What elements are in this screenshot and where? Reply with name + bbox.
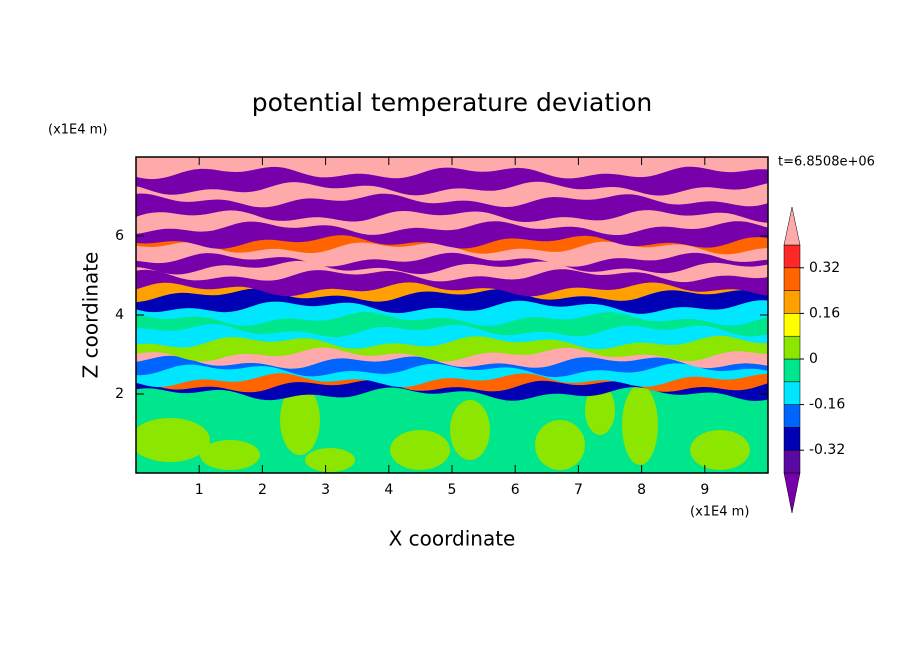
colorbar-box	[783, 290, 801, 314]
x-axis-label: X coordinate	[389, 527, 516, 551]
x-tick-label: 8	[637, 482, 646, 498]
y-axis-label: Z coordinate	[79, 252, 103, 379]
y-tick-label: 6	[115, 228, 124, 244]
field-blob	[535, 420, 585, 470]
chart-title: potential temperature deviation	[252, 88, 652, 117]
colorbar-tick-label: 0.32	[809, 260, 840, 276]
colorbar-box	[783, 427, 801, 451]
time-annotation: t=6.8508e+06	[778, 155, 875, 170]
colorbar-over	[783, 206, 801, 246]
field-blob	[450, 400, 490, 460]
colorbar-under	[783, 472, 801, 514]
x-tick-label: 9	[700, 482, 709, 498]
contour-field	[136, 157, 768, 473]
x-tick-label: 6	[511, 482, 520, 498]
field-band	[136, 157, 768, 180]
colorbar-tick-label: 0.16	[809, 305, 840, 321]
field-blob	[200, 440, 260, 470]
x-tick-label: 3	[321, 482, 330, 498]
colorbar-box	[783, 267, 801, 291]
x-tick-label: 7	[574, 482, 583, 498]
x-tick-label: 2	[258, 482, 267, 498]
colorbar-tick-label: 0	[809, 351, 818, 367]
x-tick-label: 4	[384, 482, 393, 498]
colorbar-box	[783, 313, 801, 337]
colorbar-box	[783, 358, 801, 383]
colorbar-tick-label: -0.16	[809, 397, 845, 413]
colorbar-box	[783, 244, 801, 269]
field-blob	[305, 448, 355, 472]
colorbar-tick-label: -0.32	[809, 442, 845, 458]
colorbar-box	[783, 381, 801, 405]
y-tick-label: 2	[115, 386, 124, 402]
y-tick-label: 4	[115, 307, 124, 323]
field-blob	[280, 385, 320, 455]
field-blob	[690, 430, 750, 470]
field-blob	[622, 385, 658, 465]
colorbar-box	[783, 404, 801, 428]
x-unit: (x1E4 m)	[690, 505, 749, 520]
y-unit: (x1E4 m)	[48, 123, 107, 138]
field-blob	[390, 430, 450, 470]
colorbar-box	[783, 335, 801, 360]
field-blob	[136, 418, 210, 462]
x-tick-label: 5	[448, 482, 457, 498]
field-blob	[585, 385, 615, 435]
x-tick-label: 1	[195, 482, 204, 498]
colorbar-box	[783, 449, 801, 474]
